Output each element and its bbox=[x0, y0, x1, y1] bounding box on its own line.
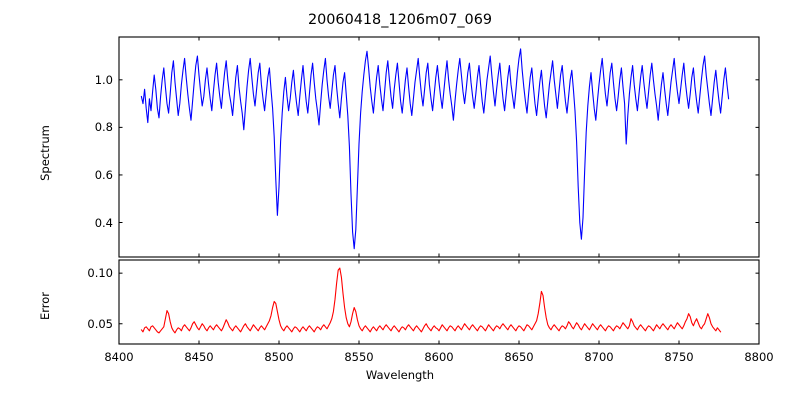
x-axis-label: Wavelength bbox=[365, 368, 435, 382]
spectrum-panel bbox=[118, 36, 760, 258]
x-tick-label: 8650 bbox=[504, 350, 534, 364]
x-tick-label: 8750 bbox=[664, 350, 694, 364]
y-tick-label: 0.6 bbox=[94, 167, 113, 182]
y-tick-label: 1.0 bbox=[94, 72, 113, 87]
x-tick-label: 8700 bbox=[584, 350, 614, 364]
error-panel bbox=[118, 259, 760, 345]
x-tick-label: 8450 bbox=[184, 350, 214, 364]
x-tick-label: 8500 bbox=[264, 350, 294, 364]
x-tick-label: 8400 bbox=[104, 350, 134, 364]
figure-title: 20060418_1206m07_069 bbox=[307, 12, 493, 28]
x-tick-label: 8550 bbox=[344, 350, 374, 364]
x-tick-label: 8800 bbox=[744, 350, 774, 364]
y-tick-label: 0.4 bbox=[94, 215, 113, 230]
y-tick-label: 0.8 bbox=[94, 120, 113, 135]
y-tick-label: 0.05 bbox=[87, 316, 113, 331]
spectrum-data-line bbox=[140, 48, 730, 250]
x-tick-label: 8600 bbox=[424, 350, 454, 364]
y-tick-label: 0.10 bbox=[87, 266, 113, 281]
error-data-line bbox=[140, 267, 722, 334]
